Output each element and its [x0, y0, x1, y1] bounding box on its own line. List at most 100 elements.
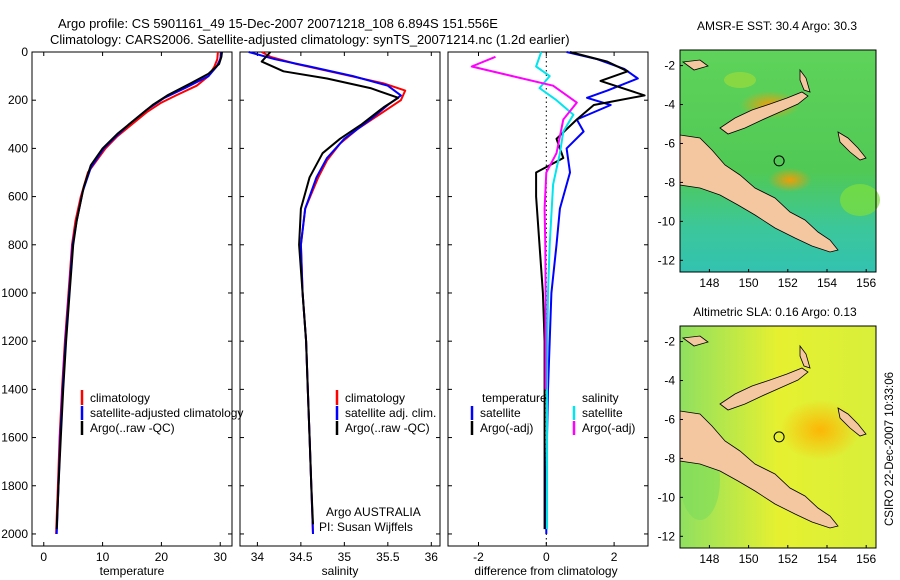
new-guinea-landmass: [679, 134, 839, 253]
title-line-2: Climatology: CARS2006. Satellite-adjuste…: [50, 32, 570, 47]
xtick-label: 148: [699, 276, 719, 290]
xtick-label: 150: [739, 552, 759, 566]
series-line-satellite-adj-clim: [248, 51, 402, 535]
legend-label-salinity-argo: Argo(-adj): [582, 421, 635, 435]
sla-map-frame: [679, 325, 877, 549]
legend-heading-temperature: temperature: [482, 391, 547, 405]
series-line-climatology: [55, 51, 219, 535]
difference-xlabel: difference from climatology: [474, 564, 617, 578]
sst-yticks: -2 -4 -6 -8 -10 -12: [658, 59, 683, 267]
sst-map-title: AMSR-E SST: 30.4 Argo: 30.3: [697, 19, 857, 33]
difference-panel: -2 0 2 difference from climatology tempera…: [447, 51, 649, 578]
xtick-label: 0: [543, 550, 550, 564]
xtick-label: 2: [611, 550, 618, 564]
bougainville-island: [837, 131, 867, 161]
ytick-label: 1600: [1, 431, 28, 445]
xtick-label: 154: [817, 276, 837, 290]
ytick-label: -4: [664, 374, 675, 388]
ytick-label: 0: [21, 45, 28, 59]
new-ireland-island: [799, 68, 811, 93]
sst-warm-patch: [768, 168, 812, 192]
xtick-label: 0: [40, 550, 47, 564]
sla-high-patch: [780, 400, 860, 460]
xtick-label: 154: [817, 552, 837, 566]
sst-map-panel: AMSR-E SST: 30.4 Argo: 30.3 148 150 152 154…: [658, 19, 880, 290]
xtick-label: 20: [155, 550, 169, 564]
legend-label-climatology: climatology: [90, 391, 150, 405]
salinity-legend: climatology satellite adj. clim. Argo(..…: [335, 390, 436, 435]
difference-axes-frame: [447, 51, 649, 547]
legend-label-salinity-satellite: satellite: [582, 406, 623, 420]
xtick-label: 30: [214, 550, 228, 564]
ytick-label: 2000: [1, 527, 28, 541]
new-britain-island: [719, 367, 809, 411]
temperature-series: [55, 51, 223, 535]
salinity-xlabel: salinity: [322, 564, 359, 578]
ytick-label: -8: [664, 451, 675, 465]
argo-australia-note: Argo AUSTRALIA: [326, 505, 421, 519]
series-line-satellite-adjusted-climatology: [55, 51, 223, 535]
argo-float-marker: [773, 155, 785, 167]
sst-patch: [724, 72, 756, 88]
legend-label-temperature-argo: Argo(-adj): [480, 421, 533, 435]
temperature-axes-frame: [31, 51, 233, 547]
temperature-yticks: 0 200 400 600 800 1000 1200 1400 1600 1800 2000: [1, 45, 232, 541]
xtick-label: 36: [425, 550, 439, 564]
new-guinea-landmass: [679, 410, 839, 529]
xtick-label: 152: [778, 552, 798, 566]
xtick-label: 34.5: [289, 550, 313, 564]
sla-xticks: 148 150 152 154 156: [699, 545, 877, 566]
ytick-label: -12: [658, 529, 676, 543]
difference-yticks: [448, 51, 648, 535]
salinity-series: [248, 51, 407, 535]
xtick-label: 156: [856, 276, 876, 290]
ytick-label: 1800: [1, 479, 28, 493]
sst-xticks: 148 150 152 154 156: [699, 269, 877, 290]
xtick-label: 148: [699, 552, 719, 566]
xtick-label: 152: [778, 276, 798, 290]
legend-label-climatology: climatology: [345, 391, 405, 405]
series-line-argo-raw-qc: [260, 51, 400, 525]
sla-map-title: Altimetric SLA: 0.16 Argo: 0.13: [693, 305, 857, 319]
series-line-salinity-satellite: [535, 51, 575, 530]
ytick-label: -2: [664, 59, 675, 73]
sst-map-frame: [679, 49, 877, 273]
temperature-xticks: 0 10 20 30: [40, 52, 227, 564]
series-line-argo-raw-qc: [55, 51, 223, 530]
sla-map-panel: Altimetric SLA: 0.16 Argo: 0.13 148 150 15…: [658, 305, 877, 566]
xtick-label: 35.5: [376, 550, 400, 564]
sst-patch: [840, 184, 880, 216]
legend-heading-salinity: salinity: [582, 391, 619, 405]
manus-island: [681, 335, 709, 347]
salinity-xticks: 34 34.5 35 35.5 36: [251, 52, 439, 564]
ytick-label: 600: [8, 190, 28, 204]
legend-label-satellite: satellite-adjusted climatology: [90, 406, 243, 420]
bougainville-island: [837, 407, 867, 437]
series-line-climatology: [261, 51, 407, 535]
ytick-label: 800: [8, 238, 28, 252]
title-line-1: Argo profile: CS 5901161_49 15-Dec-2007 …: [58, 16, 498, 31]
manus-island: [681, 59, 709, 71]
legend-label-argo: Argo(..raw -QC): [345, 421, 430, 435]
pi-note: PI: Susan Wijffels: [319, 520, 413, 534]
series-line-salinity-argo-adj: [470, 55, 578, 390]
difference-legend: temperature satellite Argo(-adj) salinit…: [470, 391, 635, 435]
sst-coastlines: [679, 59, 867, 253]
ytick-label: 1400: [1, 382, 28, 396]
series-line-temperature-satellite: [545, 51, 639, 534]
ytick-label: 1200: [1, 334, 28, 348]
temperature-panel: 0 200 400 600 800 1000 1200 1400 1600 1800 2000 0 1…: [1, 45, 243, 578]
sla-coastlines: [679, 335, 867, 529]
ytick-label: 400: [8, 141, 28, 155]
ytick-label: -10: [658, 490, 676, 504]
ytick-label: 1000: [1, 286, 28, 300]
legend-label-temperature-satellite: satellite: [480, 406, 521, 420]
xtick-label: 150: [739, 276, 759, 290]
xtick-label: 34: [251, 550, 265, 564]
ytick-label: -10: [658, 214, 676, 228]
xtick-label: -2: [473, 550, 484, 564]
xtick-label: 35: [338, 550, 352, 564]
ytick-label: -8: [664, 175, 675, 189]
legend-label-satellite: satellite adj. clim.: [345, 406, 436, 420]
new-britain-island: [719, 91, 809, 135]
